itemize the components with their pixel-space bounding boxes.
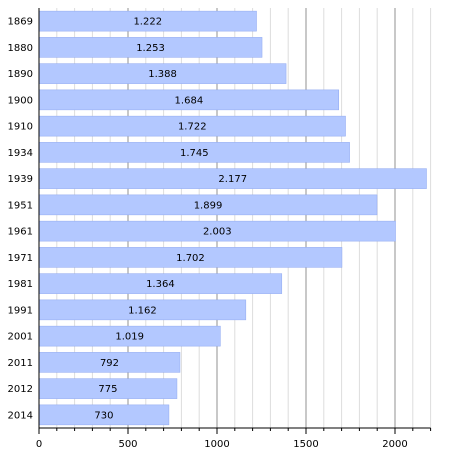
value-label-1951: 1.899 [194, 200, 223, 211]
category-label-1939: 1939 [8, 174, 33, 185]
value-label-1961: 2.003 [203, 227, 232, 238]
category-label-1910: 1910 [8, 122, 33, 133]
category-label-1971: 1971 [8, 253, 33, 264]
category-label-2011: 2011 [8, 358, 33, 369]
category-label-2012: 2012 [8, 384, 33, 395]
value-label-1890: 1.388 [148, 69, 177, 80]
value-label-1981: 1.364 [146, 279, 175, 290]
value-label-2012: 775 [98, 384, 117, 395]
category-label-1951: 1951 [8, 200, 33, 211]
category-label-1890: 1890 [8, 69, 33, 80]
value-label-2001: 1.019 [115, 332, 144, 343]
value-label-1880: 1.253 [136, 43, 165, 54]
category-label-2001: 2001 [8, 332, 33, 343]
category-label-1981: 1981 [8, 279, 33, 290]
category-label-1900: 1900 [8, 95, 33, 106]
x-tick-label-500: 500 [118, 439, 137, 450]
value-label-2014: 730 [94, 410, 113, 421]
value-label-1869: 1.222 [133, 17, 162, 28]
value-label-2011: 792 [100, 358, 119, 369]
value-label-1900: 1.684 [175, 95, 204, 106]
category-label-1934: 1934 [8, 148, 33, 159]
category-label-1991: 1991 [8, 305, 33, 316]
value-label-1934: 1.745 [180, 148, 209, 159]
x-tick-label-2000: 2000 [382, 439, 407, 450]
value-label-1939: 2.177 [218, 174, 247, 185]
bars: 1.222 1.253 1.388 1.684 1.722 1.745 2.177 1.899… [38, 10, 427, 426]
x-tick-label-1500: 1500 [293, 439, 318, 450]
value-label-1971: 1.702 [176, 253, 205, 264]
category-label-1869: 1869 [8, 17, 33, 28]
value-label-1991: 1.162 [128, 305, 157, 316]
category-label-1961: 1961 [8, 227, 33, 238]
category-label-2014: 2014 [8, 410, 33, 421]
x-tick-label-0: 0 [36, 439, 42, 450]
x-tick-label-1000: 1000 [204, 439, 229, 450]
value-label-1910: 1.722 [178, 122, 207, 133]
axes: 1869 1880 1890 1900 1910 1934 1939 1951 1961 1971… [8, 8, 432, 450]
category-label-1880: 1880 [8, 43, 33, 54]
